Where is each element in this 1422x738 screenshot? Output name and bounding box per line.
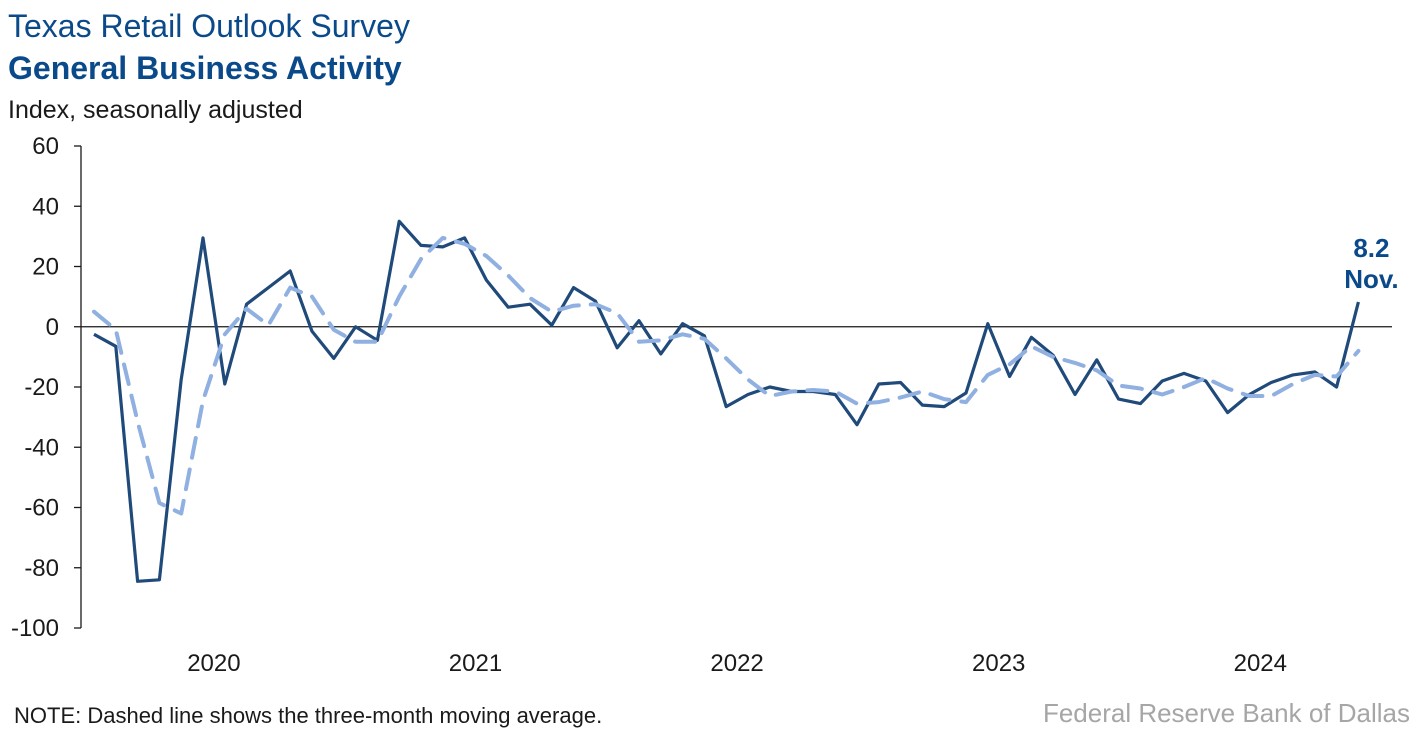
y-tick-label: 60 <box>32 133 59 160</box>
y-tick-label: 0 <box>46 314 59 341</box>
chart-title: Texas Retail Outlook Survey <box>8 8 410 44</box>
x-tick-label: 2024 <box>1234 650 1287 677</box>
y-tick-label: 20 <box>32 254 59 281</box>
y-tick-label: -60 <box>24 495 59 522</box>
chart-subtitle: General Business Activity <box>8 50 402 86</box>
y-tick-label: -20 <box>24 374 59 401</box>
index-line <box>93 219 1360 583</box>
y-tick-label: 40 <box>32 193 59 220</box>
y-tick-label: -100 <box>11 615 59 642</box>
source-credit: Federal Reserve Bank of Dallas <box>1042 698 1410 728</box>
chart-axes: 60 40 20 0 -20 -40 -60 -80 -100 2020 2021 2022 2023 2… <box>11 133 1392 677</box>
x-tick-label: 2021 <box>449 650 502 677</box>
y-tick-label: -40 <box>24 434 59 461</box>
footnote: NOTE: Dashed line shows the three-month … <box>14 703 603 728</box>
latest-month-annotation: Nov. <box>1344 264 1398 294</box>
latest-value-annotation: 8.2 <box>1353 233 1389 263</box>
x-tick-label: 2020 <box>187 650 240 677</box>
units-label: Index, seasonally adjusted <box>8 96 303 124</box>
series-layer <box>92 219 1361 583</box>
x-tick-label: 2023 <box>972 650 1025 677</box>
moving-average-line <box>92 235 1361 516</box>
x-tick-label: 2022 <box>710 650 763 677</box>
y-tick-label: -80 <box>24 555 59 582</box>
